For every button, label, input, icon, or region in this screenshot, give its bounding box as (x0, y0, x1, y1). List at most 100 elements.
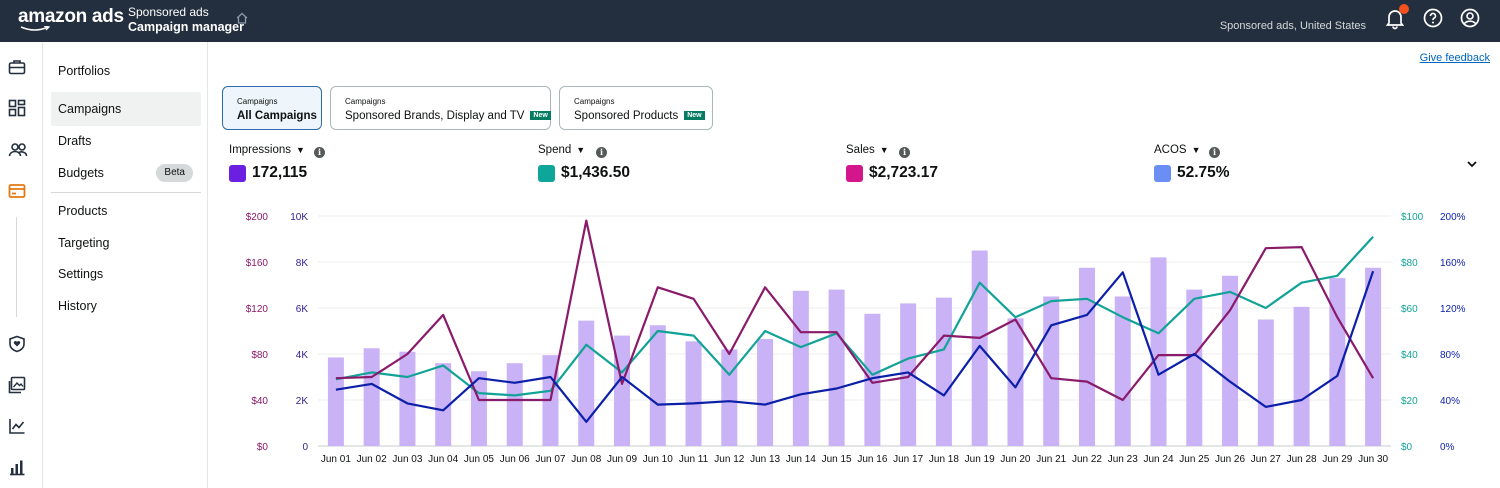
notifications-bell-icon[interactable] (1385, 8, 1405, 30)
sales-axis-tick: $40 (251, 396, 268, 407)
nav-budgets[interactable]: Budgets Beta (51, 156, 201, 190)
x-axis-tick: Jun 03 (392, 454, 422, 465)
metric-impressions[interactable]: Impressions ▼ i 172,115 (229, 144, 325, 182)
campaigns-card-icon[interactable] (8, 182, 26, 200)
dashboard-icon[interactable] (8, 99, 26, 117)
performance-chart: $0 $40 $80 $120 $160 $200 0 2K 4K 6K 8K 10K $0 $20 $40… (246, 212, 1466, 465)
impressions-axis-tick: 8K (296, 258, 309, 269)
metric-color-swatch (1154, 165, 1171, 182)
x-axis-tick: Jun 09 (607, 454, 637, 465)
impressions-bar (363, 348, 380, 446)
impressions-bar (1186, 289, 1203, 446)
media-library-icon[interactable] (8, 376, 26, 394)
impressions-bar (1007, 318, 1024, 446)
trend-chart-icon[interactable] (8, 417, 26, 435)
metric-acos[interactable]: ACOS ▼ i 52.75% (1154, 144, 1230, 182)
chevron-down-icon[interactable]: ▼ (296, 145, 305, 155)
chevron-down-icon[interactable]: ▼ (879, 145, 889, 155)
nav-settings[interactable]: Settings (58, 267, 104, 281)
impressions-bar (1043, 296, 1060, 446)
spend-line (335, 235, 1374, 397)
tab-sponsored-brands-display-tv[interactable]: Campaigns Sponsored Brands, Display and … (330, 86, 551, 130)
app-name-line2: Campaign manager (128, 20, 245, 34)
user-account-icon[interactable] (1460, 8, 1480, 28)
nav-drafts[interactable]: Drafts (58, 134, 92, 148)
tab-caption: Campaigns (345, 97, 386, 106)
account-label[interactable]: Sponsored ads, United States (1219, 20, 1366, 32)
impressions-bar (757, 339, 774, 446)
impressions-bar (649, 325, 666, 446)
collapse-metrics-chevron-icon[interactable] (1466, 158, 1478, 170)
metric-sales[interactable]: Sales ▼ i $2,723.17 (846, 144, 938, 182)
x-axis-tick: Jun 23 (1108, 454, 1138, 465)
acos-axis-tick: 160% (1440, 258, 1466, 269)
impressions-bar (935, 297, 952, 446)
sales-axis-tick: $80 (251, 350, 268, 361)
metric-value: $2,723.17 (869, 164, 938, 181)
info-icon[interactable]: i (596, 147, 607, 158)
impressions-axis-tick: 2K (296, 396, 309, 407)
metric-label: Impressions (229, 144, 291, 156)
x-axis-tick: Jun 30 (1358, 454, 1388, 465)
x-axis-tick: Jun 04 (428, 454, 458, 465)
impressions-bar (828, 289, 845, 446)
nav-targeting[interactable]: Targeting (58, 236, 110, 250)
impressions-bar (685, 341, 702, 446)
campaign-nav-panel: Portfolios Campaigns Drafts Budgets Beta… (43, 42, 208, 488)
nav-divider (51, 192, 201, 193)
info-icon[interactable]: i (1209, 147, 1220, 158)
chevron-down-icon[interactable]: ▼ (1191, 145, 1201, 155)
metric-spend[interactable]: Spend ▼ i $1,436.50 (538, 144, 630, 182)
tab-sponsored-products[interactable]: Campaigns Sponsored Products New (559, 86, 713, 130)
impressions-bar (1222, 275, 1239, 446)
amazon-ads-logo[interactable]: amazon ads (18, 6, 124, 27)
x-axis-tick: Jun 15 (822, 454, 852, 465)
impressions-axis-tick: 4K (296, 350, 309, 361)
info-icon[interactable]: i (899, 147, 910, 158)
impressions-bar (721, 349, 738, 446)
chevron-down-icon[interactable]: ▼ (576, 145, 586, 155)
tab-caption: Campaigns (574, 97, 615, 106)
nav-products[interactable]: Products (58, 204, 108, 218)
beta-badge: Beta (156, 164, 193, 182)
x-axis-tick: Jun 21 (1036, 454, 1066, 465)
help-icon[interactable] (1423, 8, 1443, 28)
acos-axis-tick: 200% (1440, 212, 1466, 223)
x-axis-tick: Jun 14 (786, 454, 816, 465)
audience-icon[interactable] (8, 141, 28, 159)
metric-value: 172,115 (252, 164, 308, 181)
spend-axis-tick: $20 (1401, 396, 1418, 407)
x-axis-tick: Jun 18 (929, 454, 959, 465)
app-name[interactable]: Sponsored ads Campaign manager (128, 5, 244, 35)
x-axis-tick: Jun 22 (1072, 454, 1102, 465)
impressions-bar (614, 335, 631, 446)
bar-chart-icon[interactable] (8, 458, 26, 476)
briefcase-icon[interactable] (8, 58, 26, 76)
app-name-line1: Sponsored ads (128, 5, 209, 19)
sales-axis-tick: $120 (246, 304, 269, 315)
metric-value: 52.75% (1177, 164, 1230, 181)
new-badge: New (684, 111, 705, 120)
sales-axis-tick: $160 (246, 258, 269, 269)
home-icon[interactable] (235, 11, 249, 25)
x-axis-tick: Jun 12 (714, 454, 744, 465)
metric-label: Spend (538, 144, 572, 156)
info-icon[interactable]: i (314, 147, 325, 158)
nav-history[interactable]: History (58, 299, 97, 313)
tab-all-campaigns[interactable]: Campaigns All Campaigns (222, 86, 322, 130)
spend-axis-tick: $40 (1401, 350, 1418, 361)
acos-axis-tick: 0% (1440, 442, 1455, 453)
impressions-bar (1293, 306, 1310, 446)
brand-shield-icon[interactable] (8, 335, 26, 353)
give-feedback-link[interactable]: Give feedback (1419, 52, 1490, 64)
spend-axis-tick: $0 (1401, 442, 1413, 453)
impressions-bar (792, 290, 809, 446)
metric-color-swatch (846, 165, 863, 182)
x-axis-tick: Jun 10 (643, 454, 673, 465)
nav-portfolios[interactable]: Portfolios (58, 64, 111, 78)
nav-campaigns[interactable]: Campaigns (51, 92, 201, 126)
rail-divider (16, 217, 17, 317)
impressions-bar (506, 363, 523, 446)
x-axis-tick: Jun 27 (1251, 454, 1281, 465)
impressions-axis-tick: 10K (290, 212, 308, 223)
